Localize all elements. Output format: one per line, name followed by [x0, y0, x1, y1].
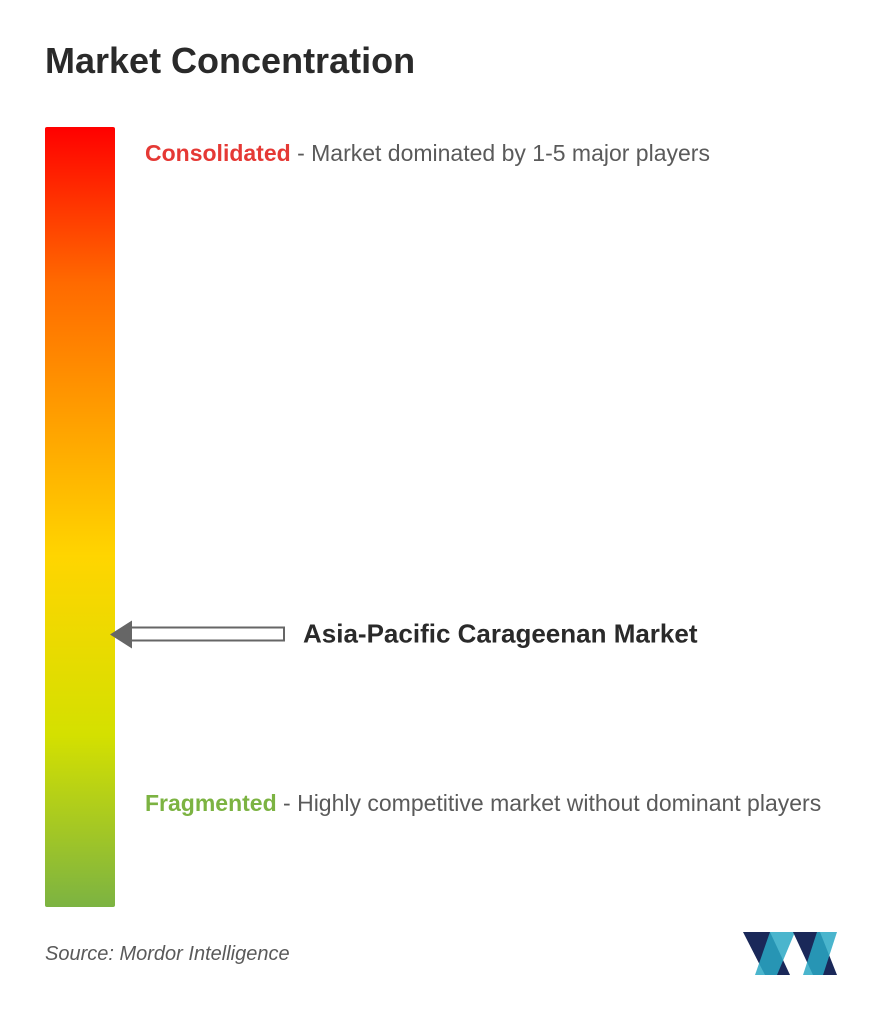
arrow-head: [110, 620, 132, 648]
arrow-icon: [110, 620, 285, 648]
source-attribution: Source: Mordor Intelligence: [45, 943, 290, 966]
consolidated-term: Consolidated: [145, 140, 291, 166]
logo-icon: [735, 927, 840, 982]
consolidated-description: - Market dominated by 1-5 major players: [297, 140, 710, 166]
consolidated-label: Consolidated - Market dominated by 1-5 m…: [145, 132, 830, 175]
fragmented-description: - Highly competitive market without domi…: [283, 790, 821, 816]
arrow-shaft: [130, 627, 285, 642]
market-name-label: Asia-Pacific Carageenan Market: [303, 619, 698, 650]
infographic-container: Market Concentration Consolidated - Mark…: [0, 0, 885, 1010]
mordor-logo: [735, 927, 840, 982]
page-title: Market Concentration: [45, 40, 840, 82]
concentration-gradient-bar: [45, 127, 115, 907]
content-area: Consolidated - Market dominated by 1-5 m…: [45, 127, 840, 907]
market-position-indicator: Asia-Pacific Carageenan Market: [110, 619, 698, 650]
fragmented-term: Fragmented: [145, 790, 277, 816]
fragmented-label: Fragmented - Highly competitive market w…: [145, 782, 830, 825]
footer: Source: Mordor Intelligence: [45, 927, 840, 982]
labels-area: Consolidated - Market dominated by 1-5 m…: [115, 127, 840, 907]
